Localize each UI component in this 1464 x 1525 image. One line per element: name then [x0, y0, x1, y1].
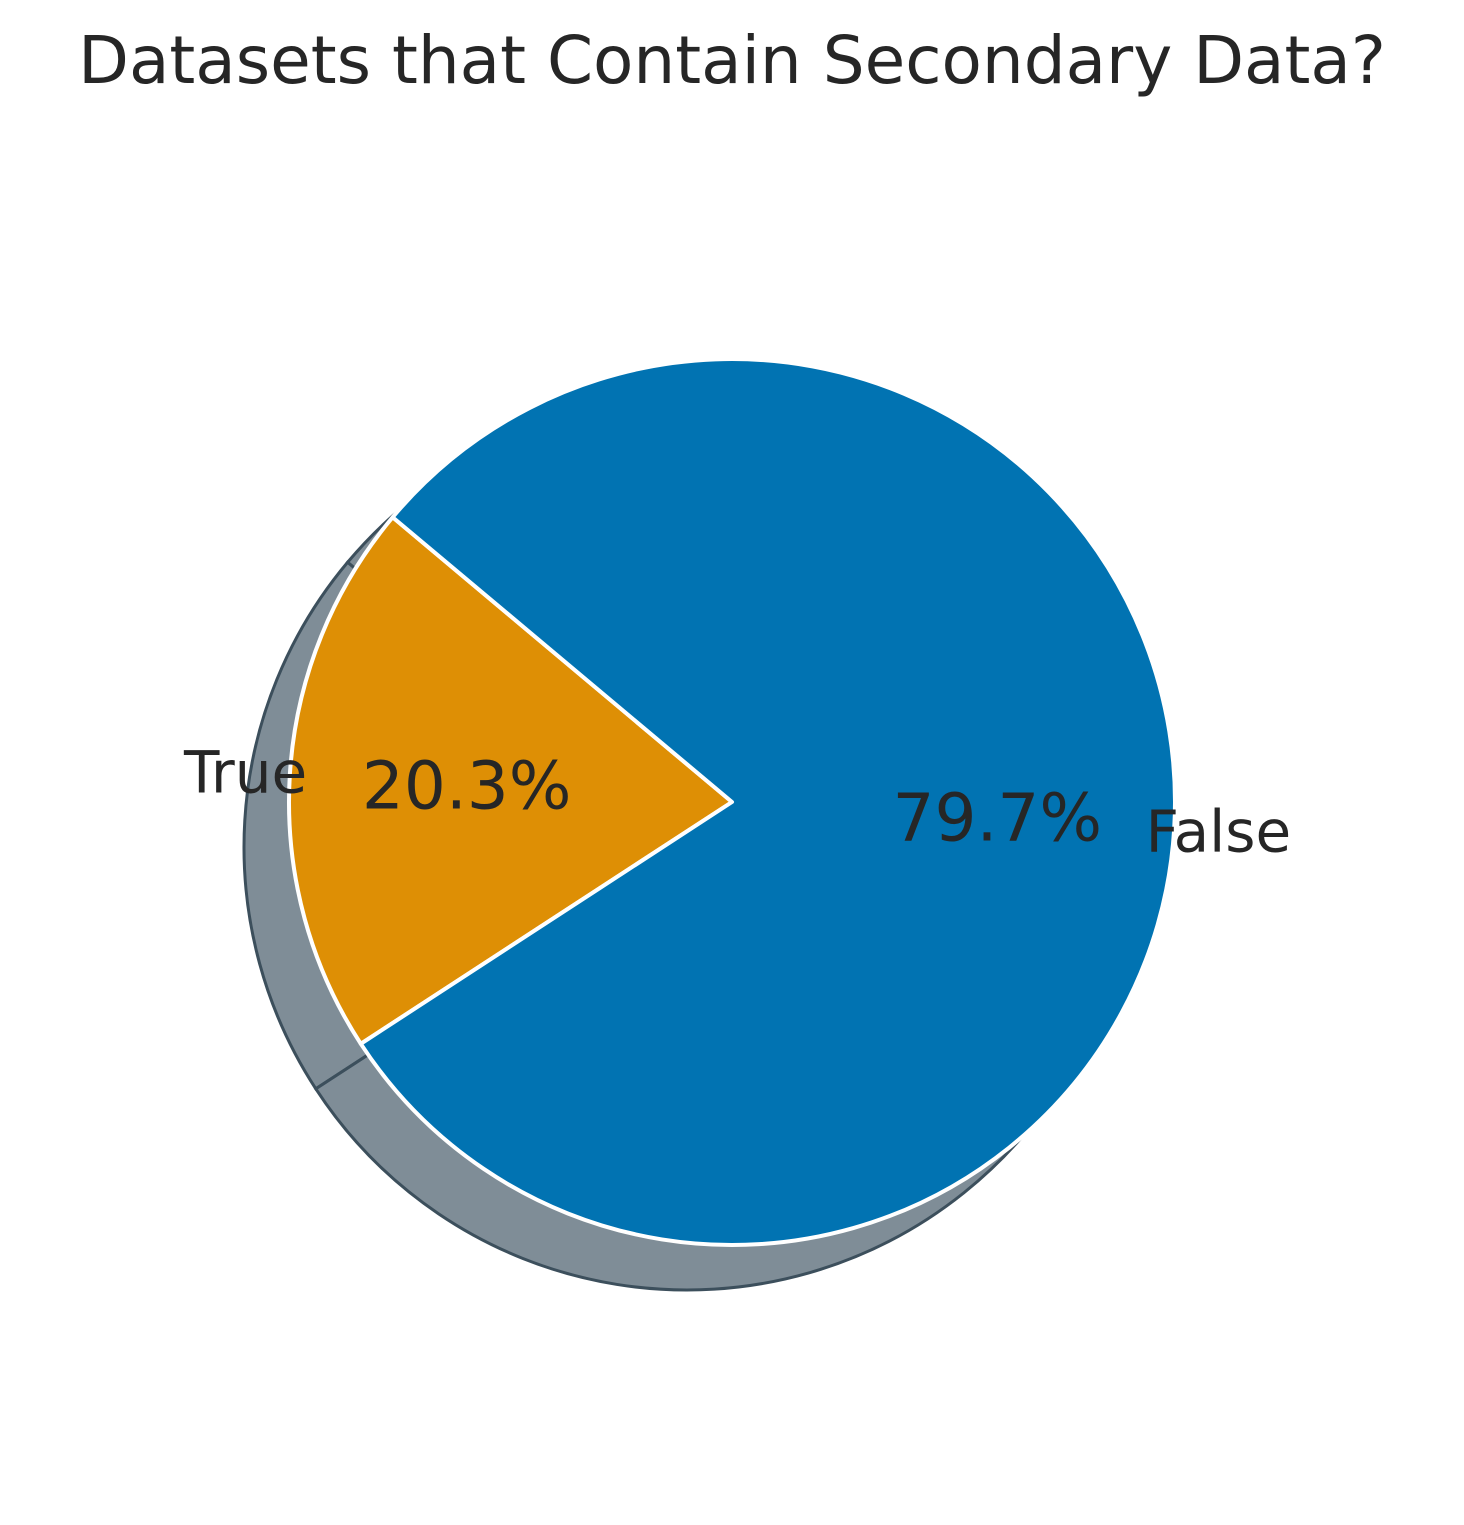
slice-label-true: True	[183, 739, 307, 807]
pie-slices	[287, 357, 1178, 1247]
slice-pct-label-false: 79.7%	[892, 780, 1102, 857]
pie-slice-false	[358, 357, 1178, 1247]
chart-title: Datasets that Contain Secondary Data?	[78, 22, 1386, 99]
slice-label-false: False	[1146, 797, 1292, 865]
slice-pct-label-true: 20.3%	[362, 747, 572, 824]
pie-labels: True 20.3% False 79.7%	[183, 739, 1291, 866]
pie-slice-true	[287, 515, 734, 1046]
